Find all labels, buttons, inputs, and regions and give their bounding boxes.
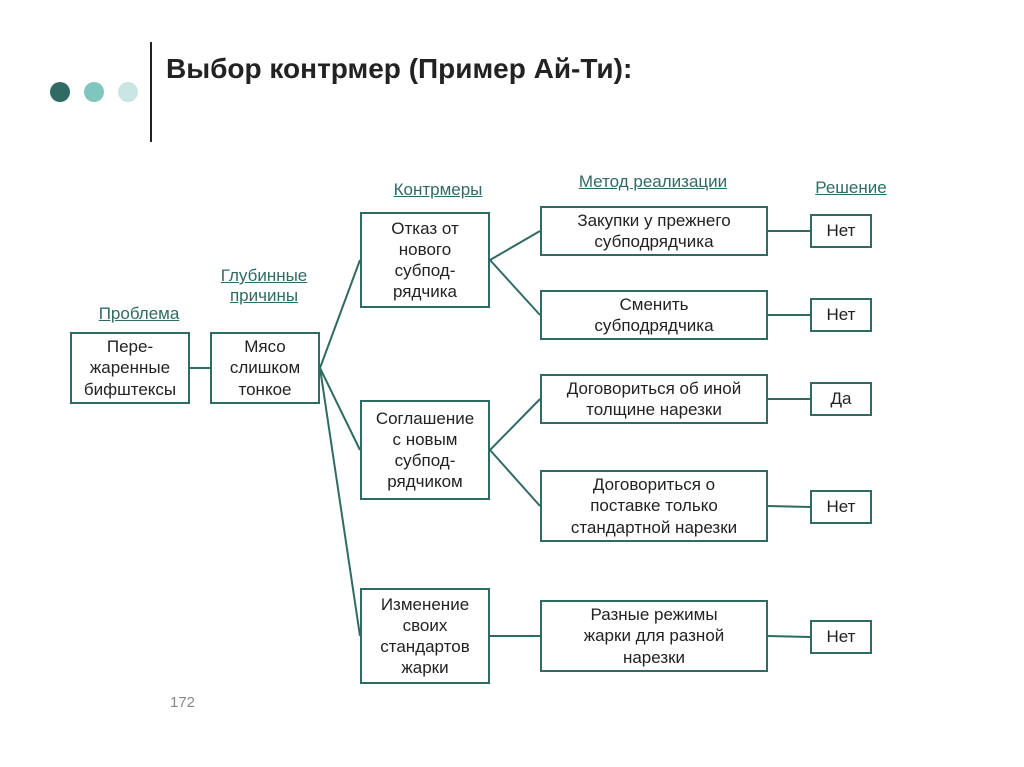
title-separator [150, 42, 152, 142]
node-d5: Нет [810, 620, 872, 654]
node-rootcause: Мясо слишком тонкое [210, 332, 320, 404]
header-counter: Контрмеры [368, 180, 508, 200]
header-method: Метод реализации [548, 172, 758, 192]
node-m5: Разные режимы жарки для разной нарезки [540, 600, 768, 672]
header-problem: Проблема [84, 304, 194, 324]
node-m2: Сменить субподрядчика [540, 290, 768, 340]
dot-2 [84, 82, 104, 102]
node-d4: Нет [810, 490, 872, 524]
node-cm3: Изменение своих стандартов жарки [360, 588, 490, 684]
node-d2: Нет [810, 298, 872, 332]
header-decision: Решение [806, 178, 896, 198]
node-m1: Закупки у прежнего субподрядчика [540, 206, 768, 256]
node-d1: Нет [810, 214, 872, 248]
page-title: Выбор контрмер (Пример Ай-Ти): [166, 52, 632, 86]
header-rootcause: Глубинные причины [204, 266, 324, 306]
dot-3 [118, 82, 138, 102]
node-d3: Да [810, 382, 872, 416]
dot-1 [50, 82, 70, 102]
node-problem: Пере- жаренные бифштексы [70, 332, 190, 404]
node-m3: Договориться об иной толщине нарезки [540, 374, 768, 424]
bullet-dots [50, 82, 138, 102]
page-number: 172 [170, 694, 195, 711]
node-cm2: Соглашение с новым субпод- рядчиком [360, 400, 490, 500]
node-m4: Договориться о поставке только стандартн… [540, 470, 768, 542]
node-cm1: Отказ от нового субпод- рядчика [360, 212, 490, 308]
